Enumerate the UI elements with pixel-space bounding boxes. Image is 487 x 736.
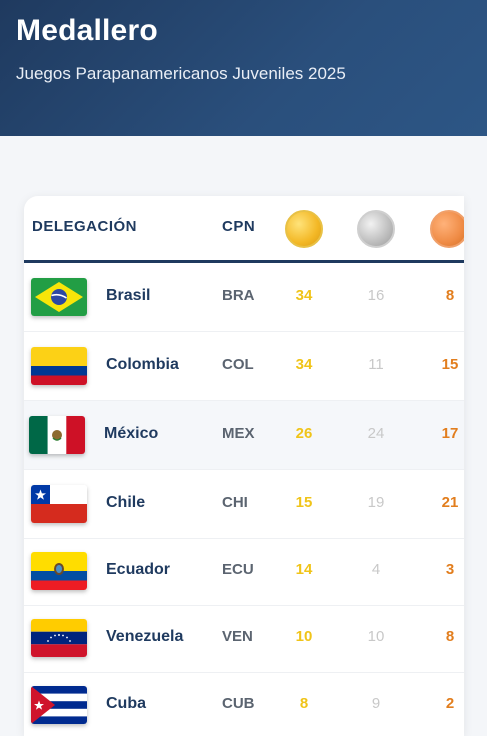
table-row[interactable]: Ecuador ECU 14 4 3 <box>24 537 464 606</box>
ecuador-flag-icon <box>31 552 87 590</box>
country-name: Venezuela <box>106 628 184 645</box>
gold-count: 34 <box>295 287 313 304</box>
country-name: Colombia <box>106 356 179 373</box>
silver-count: 4 <box>371 561 381 578</box>
column-header-cpn[interactable]: CPN <box>222 218 256 235</box>
silver-count: 19 <box>367 494 385 511</box>
mexico-flag-icon <box>29 416 85 454</box>
silver-count: 10 <box>367 628 385 645</box>
page-title: Medallero <box>16 14 158 47</box>
gold-medal-icon[interactable] <box>285 210 323 248</box>
silver-medal-icon[interactable] <box>357 210 395 248</box>
table-row[interactable]: Venezuela VEN 10 10 8 <box>24 604 464 673</box>
chile-flag-icon <box>31 485 87 523</box>
country-name: México <box>104 425 159 442</box>
gold-count: 15 <box>295 494 313 511</box>
gold-count: 14 <box>295 561 313 578</box>
silver-count: 24 <box>367 425 385 442</box>
country-name: Chile <box>106 494 146 511</box>
brazil-flag-icon <box>31 278 87 316</box>
gold-count: 34 <box>295 356 313 373</box>
table-row[interactable]: Cuba CUB 8 9 2 <box>24 671 464 736</box>
bronze-count: 8 <box>445 287 455 304</box>
gold-count: 10 <box>295 628 313 645</box>
country-code: COL <box>222 356 254 373</box>
silver-count: 16 <box>367 287 385 304</box>
table-row[interactable]: Chile CHI 15 19 21 <box>24 470 464 539</box>
table-header: DELEGACIÓN CPN <box>24 196 464 263</box>
country-name: Cuba <box>106 695 146 712</box>
country-code: ECU <box>222 561 254 578</box>
table-row[interactable]: México MEX 26 24 17 <box>24 401 464 470</box>
table-row[interactable]: Colombia COL 34 11 15 <box>24 332 464 401</box>
bronze-count: 2 <box>445 695 455 712</box>
column-header-delegation[interactable]: DELEGACIÓN <box>32 218 138 235</box>
country-code: BRA <box>222 287 255 304</box>
bronze-count: 8 <box>445 628 455 645</box>
gold-count: 26 <box>295 425 313 442</box>
country-name: Brasil <box>106 287 151 304</box>
country-code: MEX <box>222 425 255 442</box>
bronze-count: 15 <box>441 356 459 373</box>
colombia-flag-icon <box>31 347 87 385</box>
silver-count: 9 <box>371 695 381 712</box>
cuba-flag-icon <box>31 686 87 724</box>
medal-table: DELEGACIÓN CPN Brasil BRA 34 16 8 <box>24 196 464 736</box>
country-name: Ecuador <box>106 561 171 578</box>
country-code: CUB <box>222 695 255 712</box>
page-subtitle: Juegos Parapanamericanos Juveniles 2025 <box>16 64 346 83</box>
table-row[interactable]: Brasil BRA 34 16 8 <box>24 263 464 332</box>
gold-count: 8 <box>299 695 309 712</box>
country-code: CHI <box>222 494 248 511</box>
bronze-medal-icon[interactable] <box>430 210 464 248</box>
venezuela-flag-icon <box>31 619 87 657</box>
silver-count: 11 <box>368 356 384 373</box>
bronze-count: 17 <box>441 425 459 442</box>
bronze-count: 3 <box>445 561 455 578</box>
bronze-count: 21 <box>441 494 459 511</box>
country-code: VEN <box>222 628 253 645</box>
page-header: Medallero Juegos Parapanamericanos Juven… <box>0 0 487 136</box>
